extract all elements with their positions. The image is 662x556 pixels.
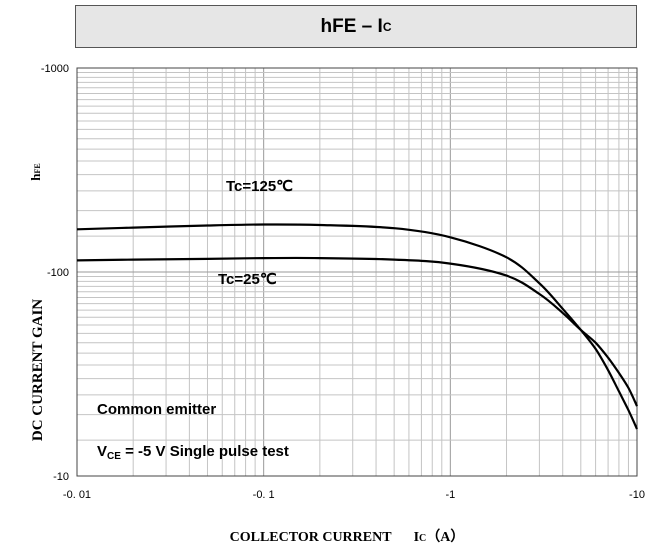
x-tick-label: -0. 1 <box>253 489 275 501</box>
series-line-tc25 <box>76 256 638 407</box>
y-symbol-sub: FE <box>33 163 42 173</box>
annotation-common-emitter: Common emitter <box>97 401 216 418</box>
y-tick-label: -100 <box>47 267 69 279</box>
annotation-tc125: Tc=125℃ <box>226 178 293 195</box>
series-lines <box>76 223 639 430</box>
x-symbol-sub: C <box>419 533 426 544</box>
annotation-vce: VCE = -5 V Single pulse test <box>97 443 289 462</box>
y-axis-label: DC CURRENT GAIN <box>30 299 46 441</box>
x-unit: （A） <box>426 529 464 545</box>
chart-title-main: hFE – I <box>320 15 383 37</box>
y-tick-label: -10 <box>53 471 69 483</box>
y-symbol-main: h <box>28 173 43 181</box>
tick-labels: -0. 01 -0. 1 -1 -10 -10 -100 -1000 <box>41 63 645 501</box>
y-axis-symbol: hFE <box>28 163 43 180</box>
vce-rest: = -5 V Single pulse test <box>121 443 289 460</box>
x-axis-label: COLLECTOR CURRENT IC（A） <box>230 529 465 545</box>
chart-title-sub: C <box>382 19 392 34</box>
series-line-tc125 <box>76 223 639 430</box>
vce-main: V <box>97 443 107 460</box>
x-tick-label: -0. 01 <box>63 489 91 501</box>
y-tick-label: -1000 <box>41 63 69 75</box>
x-tick-label: -10 <box>629 489 645 501</box>
grid <box>77 68 637 476</box>
x-tick-label: -1 <box>445 489 455 501</box>
x-label-text: COLLECTOR CURRENT <box>230 530 393 545</box>
vce-sub: CE <box>107 451 121 462</box>
plot-frame <box>76 67 638 477</box>
x-symbol-main: I <box>414 530 419 545</box>
annotation-tc25: Tc=25℃ <box>218 271 277 288</box>
